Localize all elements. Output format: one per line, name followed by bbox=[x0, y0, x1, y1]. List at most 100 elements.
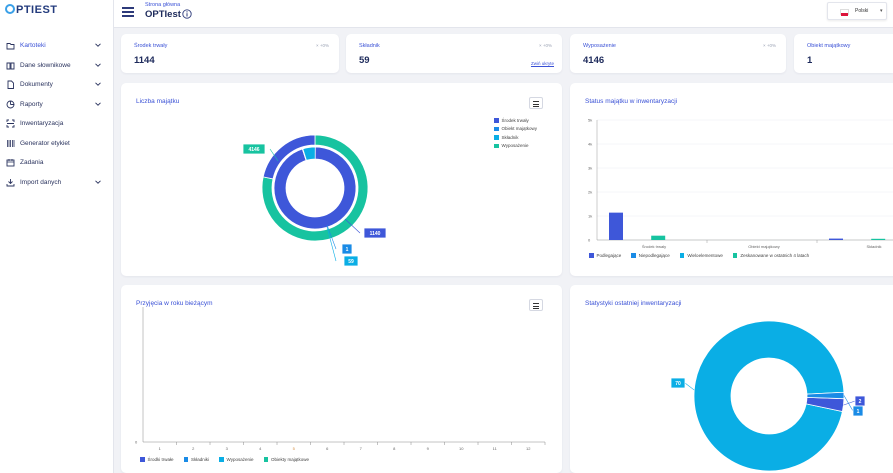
chevron-down-icon bbox=[94, 178, 102, 186]
sidebar-nav: Kartoteki Dane słownikowe Dokumenty Raporty… bbox=[0, 36, 114, 192]
legend-item[interactable]: Składnik bbox=[494, 133, 537, 142]
import-icon bbox=[6, 178, 15, 187]
legend-label: Niepodlegające bbox=[638, 253, 670, 258]
legend-swatch bbox=[183, 457, 189, 462]
legend-swatch bbox=[494, 118, 499, 123]
panel-title: Liczba majątku bbox=[136, 98, 180, 105]
sidebar-item-raporty[interactable]: Raporty bbox=[0, 95, 114, 115]
stat-value: 4146 bbox=[583, 55, 605, 66]
x-tick-label: 2 bbox=[192, 446, 195, 451]
sidebar-item-dokumenty[interactable]: Dokumenty bbox=[0, 75, 114, 95]
sidebar-item-dane-slownikowe[interactable]: Dane słownikowe bbox=[0, 56, 114, 76]
legend-item[interactable]: Środek trwały bbox=[494, 116, 537, 125]
legend-swatch bbox=[494, 135, 499, 140]
sidebar-item-label: Raporty bbox=[20, 100, 43, 108]
folder-icon bbox=[6, 41, 15, 50]
sidebar-item-zadania[interactable]: Zadania bbox=[0, 153, 114, 173]
legend-label: Środki trwałe bbox=[147, 457, 174, 462]
donut-slice[interactable] bbox=[806, 391, 845, 400]
poland-flag-icon bbox=[840, 9, 849, 16]
donut-slice[interactable] bbox=[805, 396, 845, 412]
logo-text: PTIEST bbox=[16, 4, 58, 16]
legend-item[interactable]: Wieloelementowe bbox=[679, 253, 723, 258]
sidebar-item-import-danych[interactable]: Import danych bbox=[0, 173, 114, 193]
legend-swatch bbox=[494, 143, 499, 148]
legend-item[interactable]: Obiekty majątkowe bbox=[263, 457, 310, 462]
data-label: 4146 bbox=[248, 147, 259, 153]
donut-slice[interactable] bbox=[693, 320, 845, 472]
x-tick-label: Obiekt majątkowy bbox=[748, 244, 780, 249]
stat-label: Składnik bbox=[359, 43, 380, 49]
legend-item[interactable]: Podlegające bbox=[589, 253, 621, 258]
panel-inventory-status: Status majątku w inwentaryzacji 0 1k 2k 3k 4… bbox=[570, 83, 893, 276]
legend-label: Wieloelementowe bbox=[687, 253, 723, 258]
legend-item[interactable]: Zeskanowane w ostatnich 4 latach bbox=[732, 253, 809, 258]
legend-item[interactable]: Środki trwałe bbox=[140, 457, 174, 462]
bar[interactable] bbox=[829, 238, 843, 240]
y-tick-label: 4k bbox=[588, 142, 592, 147]
y-tick-label: 0 bbox=[588, 238, 591, 243]
outer-ring-slice[interactable] bbox=[261, 134, 369, 242]
data-label-box bbox=[363, 227, 387, 239]
chart-menu-icon[interactable] bbox=[529, 97, 543, 109]
breadcrumb[interactable]: Strona główna bbox=[145, 2, 181, 8]
barcode-icon bbox=[6, 139, 15, 148]
legend-item[interactable]: Składniki bbox=[183, 457, 209, 462]
stat-label: Wyposażenie bbox=[583, 43, 616, 49]
legend-item[interactable]: Obiekt majątkowy bbox=[494, 125, 537, 134]
stat-value: 1144 bbox=[134, 55, 155, 66]
stat-card-property-object: Obiekt majątkowy 1 bbox=[794, 34, 893, 73]
chevron-down-icon bbox=[94, 41, 102, 49]
data-label-box bbox=[242, 143, 266, 155]
sidebar-item-label: Dokumenty bbox=[20, 81, 53, 89]
data-label-box bbox=[343, 255, 359, 267]
x-tick-label: 12 bbox=[526, 446, 531, 451]
info-icon[interactable] bbox=[182, 9, 192, 19]
inner-ring-slice[interactable] bbox=[273, 146, 357, 230]
topbar: Strona główna OPTIest Polski ▾ bbox=[114, 0, 893, 28]
x-tick-label: Składnik bbox=[866, 244, 881, 249]
chart-legend: Środek trwały Obiekt majątkowy Składnik Wyp… bbox=[494, 116, 537, 150]
sidebar-item-label: Zadania bbox=[20, 159, 44, 167]
page-title: OPTIest bbox=[145, 9, 181, 20]
legend-swatch bbox=[140, 457, 145, 462]
legend-item[interactable]: Niepodlegające bbox=[631, 253, 670, 258]
book-icon bbox=[6, 61, 15, 70]
data-label: 59 bbox=[348, 259, 354, 265]
bar[interactable] bbox=[871, 238, 886, 240]
sidebar-item-generator-etykiet[interactable]: Generator etykiet bbox=[0, 134, 114, 154]
y-tick-label: 5k bbox=[588, 118, 592, 123]
legend-label: Obiekty majątkowe bbox=[271, 457, 310, 462]
caret-down-icon: ▾ bbox=[880, 8, 883, 14]
language-label: Polski bbox=[855, 8, 869, 14]
legend-item[interactable]: Wyposażenie bbox=[494, 142, 537, 151]
stat-change: × +0% bbox=[538, 43, 552, 48]
sidebar-item-kartoteki[interactable]: Kartoteki bbox=[0, 36, 114, 56]
stat-label: Obiekt majątkowy bbox=[807, 43, 851, 49]
language-select[interactable]: Polski ▾ bbox=[827, 2, 887, 20]
scan-icon bbox=[6, 119, 15, 128]
bar[interactable] bbox=[609, 212, 623, 240]
app-logo[interactable]: PTIEST bbox=[5, 4, 58, 16]
data-label-box bbox=[852, 405, 864, 417]
chart-menu-icon[interactable] bbox=[529, 299, 543, 311]
legend-label: Składnik bbox=[501, 134, 519, 140]
document-icon bbox=[6, 80, 15, 90]
menu-toggle-icon[interactable] bbox=[122, 7, 134, 17]
data-label: 1 bbox=[857, 409, 860, 415]
data-label: 2 bbox=[859, 399, 862, 405]
sidebar-item-inwentaryzacja[interactable]: Inwentaryzacja bbox=[0, 114, 114, 134]
data-label-box bbox=[670, 377, 686, 389]
bar[interactable] bbox=[651, 235, 666, 240]
panel-title: Status majątku w inwentaryzacji bbox=[585, 98, 678, 105]
outer-ring-slice[interactable] bbox=[262, 134, 316, 180]
y-tick-label: 2k bbox=[588, 190, 592, 195]
inner-ring-slice[interactable] bbox=[302, 146, 316, 161]
assets-count-chart: 4146 1140 1 59 bbox=[242, 134, 387, 267]
panel-assets-count: Liczba majątku 4146 1140 1 59 Środek trwały… bbox=[121, 83, 562, 276]
y-tick-label: 0 bbox=[135, 440, 138, 445]
legend-swatch bbox=[679, 253, 685, 258]
legend-item[interactable]: Wyposażenie bbox=[219, 457, 254, 462]
legend-label: Środek trwały bbox=[501, 117, 529, 123]
collapse-hidden-link[interactable]: Zwiń ukryte bbox=[530, 61, 554, 66]
